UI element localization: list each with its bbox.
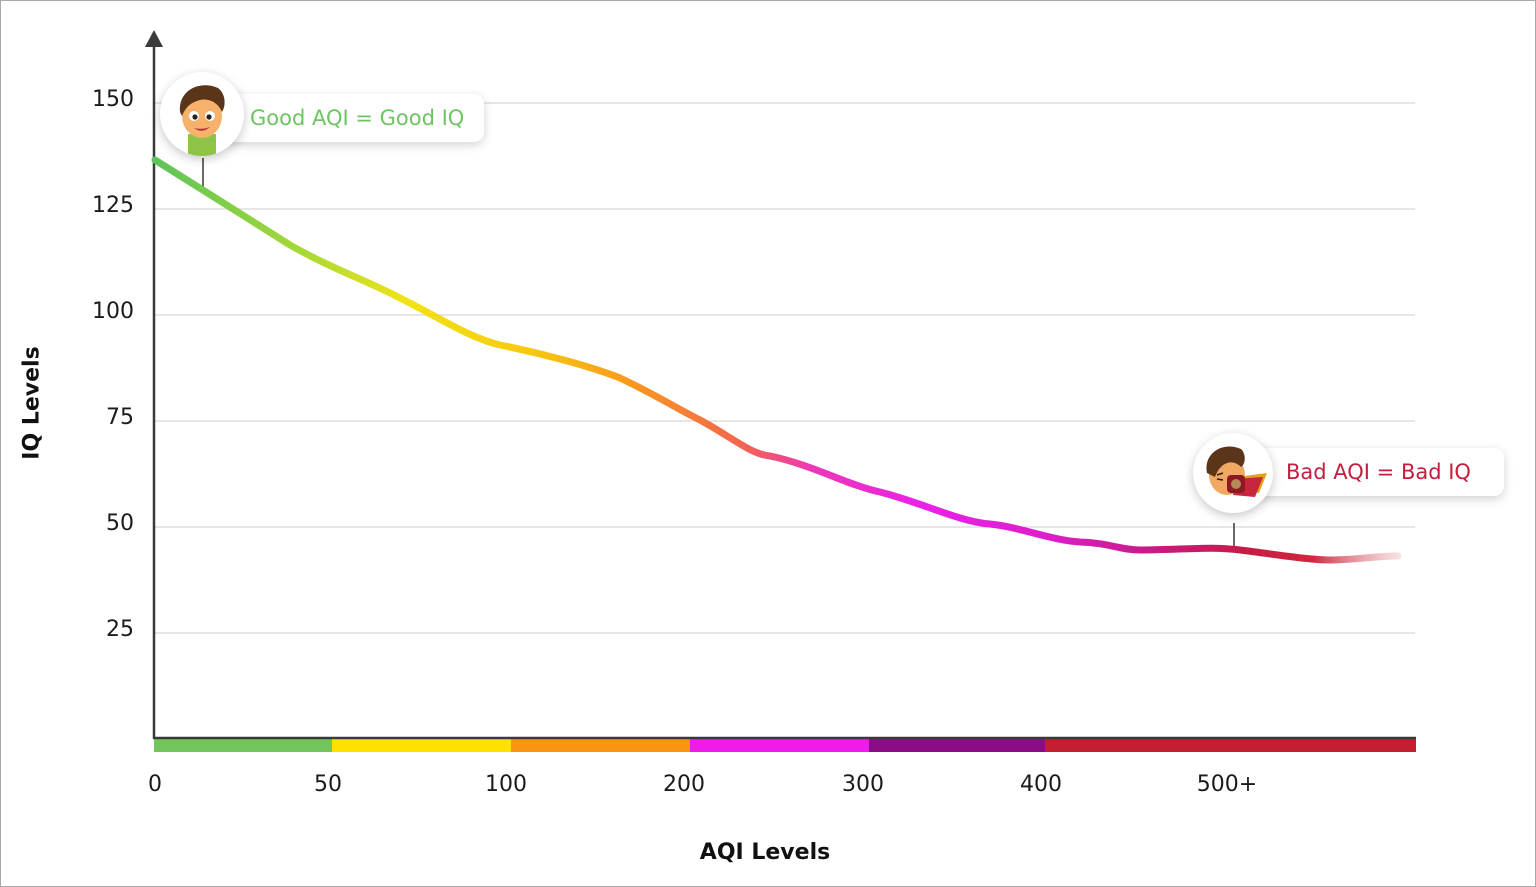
x-tick-200: 200 xyxy=(663,772,705,797)
x-tick-100: 100 xyxy=(485,772,527,797)
bad-aqi-callout-text: Bad AQI = Bad IQ xyxy=(1286,460,1471,484)
y-axis-arrow-icon xyxy=(145,30,163,47)
y-tick-75: 75 xyxy=(106,405,134,430)
y-tick-150: 150 xyxy=(92,87,134,112)
happy-boy-avatar-icon xyxy=(160,72,244,156)
good-aqi-callout: Good AQI = Good IQ xyxy=(222,94,484,142)
x-axis-label: AQI Levels xyxy=(699,840,831,865)
gridlines xyxy=(155,102,1415,634)
iq-curve-line xyxy=(151,156,1402,564)
y-tick-50: 50 xyxy=(106,511,134,536)
good-aqi-callout-text: Good AQI = Good IQ xyxy=(250,106,465,130)
y-axis-label: IQ Levels xyxy=(19,346,45,460)
y-tick-125: 125 xyxy=(92,193,134,218)
x-tick-500-plus: 500+ xyxy=(1196,772,1258,797)
x-tick-400: 400 xyxy=(1020,772,1062,797)
x-tick-50: 50 xyxy=(314,772,342,797)
aqi-color-band xyxy=(154,739,1416,752)
x-tick-300: 300 xyxy=(842,772,884,797)
x-tick-0: 0 xyxy=(148,772,162,797)
bad-aqi-callout: Bad AQI = Bad IQ xyxy=(1252,448,1504,496)
y-tick-100: 100 xyxy=(92,299,134,324)
coughing-boy-mask-avatar-icon xyxy=(1193,433,1273,513)
y-tick-25: 25 xyxy=(106,617,134,642)
